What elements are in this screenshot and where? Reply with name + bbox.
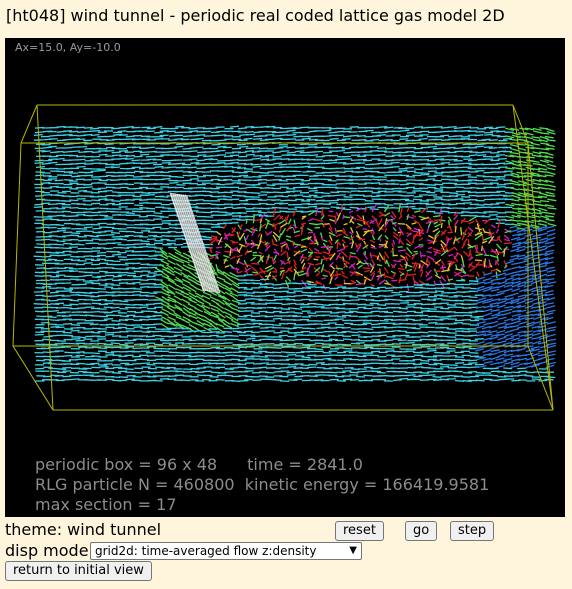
max-section-stat: max section = 17 <box>35 495 177 514</box>
domain-box-edge <box>512 104 529 144</box>
disp-mode-label: disp mode: <box>5 541 94 560</box>
simulation-viewport[interactable]: Ax=15.0, Ay=-10.0 periodic box = 96 x 48… <box>5 38 565 517</box>
particle-count-stat: RLG particle N = 460800 <box>35 475 235 494</box>
periodic-box-stat: periodic box = 96 x 48 <box>35 455 218 474</box>
go-button[interactable]: go <box>405 521 438 541</box>
domain-box-edge <box>12 142 22 347</box>
domain-box-edge <box>527 345 554 411</box>
domain-box-edge <box>527 142 554 411</box>
obstacle-hatch <box>180 193 215 292</box>
disp-mode-select[interactable]: grid2d: time-averaged flow z:density ▼ <box>90 542 362 560</box>
flow-field-visualization[interactable] <box>5 38 565 517</box>
theme-label: theme: wind tunnel <box>5 520 162 539</box>
chevron-down-icon: ▼ <box>349 545 357 556</box>
domain-box-edge <box>12 345 54 411</box>
kinetic-energy-stat: kinetic energy = 166419.9581 <box>244 475 490 494</box>
return-to-initial-view-button[interactable]: return to initial view <box>5 561 152 581</box>
obstacle-hatch <box>172 193 207 292</box>
step-button[interactable]: step <box>450 521 495 541</box>
obstacle-hatch <box>178 193 213 292</box>
domain-box-edge <box>36 104 54 411</box>
domain-box-edge <box>20 104 38 144</box>
simulation-stats: periodic box = 96 x 48 time = 2841.0 RLG … <box>35 455 489 515</box>
obstacle-hatch <box>170 193 205 292</box>
obstacle-hatch <box>176 193 211 292</box>
page-title: [ht048] wind tunnel - periodic real code… <box>6 6 505 25</box>
obstacle-hatch <box>184 193 219 292</box>
view-angle-readout: Ax=15.0, Ay=-10.0 <box>15 41 121 54</box>
reset-button[interactable]: reset <box>335 521 384 541</box>
obstacle-hatch <box>174 193 209 292</box>
obstacle-hatch <box>182 193 217 292</box>
disp-mode-selected-value: grid2d: time-averaged flow z:density <box>95 544 317 558</box>
flow-vectors <box>33 125 557 383</box>
time-stat: time = 2841.0 <box>247 455 363 474</box>
domain-box-edge <box>512 104 554 411</box>
